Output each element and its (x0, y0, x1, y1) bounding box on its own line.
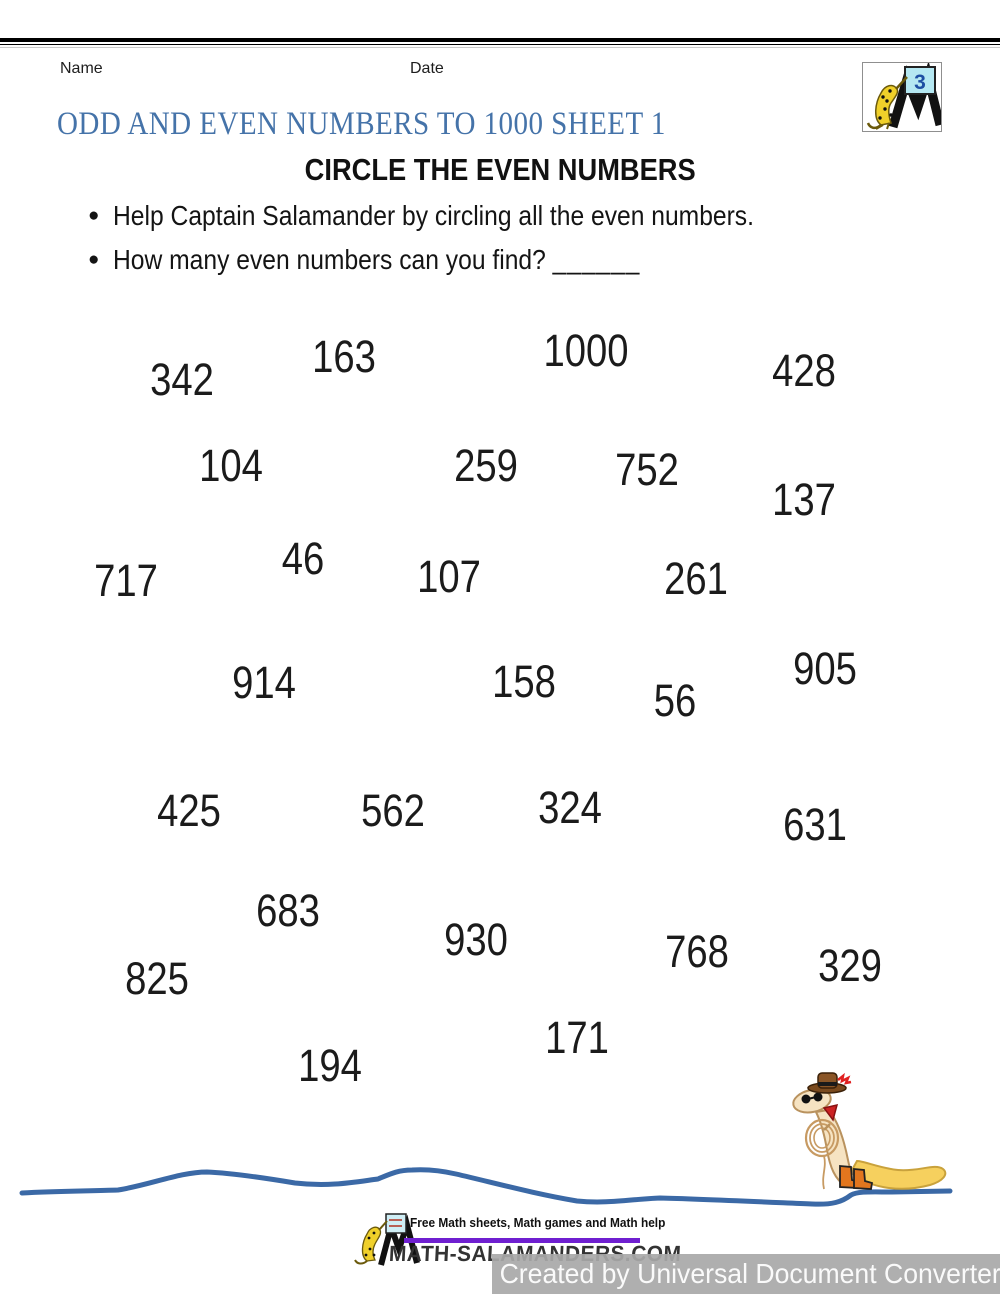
bullet-icon: ● (88, 249, 100, 270)
worksheet-number[interactable]: 768 (665, 926, 729, 977)
salamander-tail (354, 1259, 368, 1265)
worksheet-number[interactable]: 1000 (543, 325, 629, 376)
easel-m-shape (378, 1214, 420, 1266)
watermark-bar: Created by Universal Document Converter (492, 1254, 1000, 1294)
top-rule-thin (0, 44, 1000, 45)
page-subtitle: CIRCLE THE EVEN NUMBERS (304, 152, 696, 187)
answer-blank[interactable]: ______ (553, 244, 641, 275)
worksheet-number[interactable]: 259 (454, 440, 518, 491)
worksheet-number[interactable]: 428 (772, 345, 836, 396)
worksheet-number[interactable]: 562 (361, 785, 425, 836)
worksheet-number[interactable]: 261 (664, 553, 728, 604)
instruction-line-2: ● How many even numbers can you find? ___… (88, 244, 713, 276)
bullet-icon: ● (88, 205, 100, 226)
salamander-arm (895, 76, 908, 90)
name-label: Name (60, 60, 103, 77)
worksheet-number[interactable]: 56 (653, 675, 697, 726)
cowboy-hat (807, 1072, 852, 1094)
top-rule-thick (0, 38, 1000, 42)
worksheet-number[interactable]: 425 (157, 785, 221, 836)
salamander-logo-box: 3 (862, 60, 945, 132)
worksheet-number[interactable]: 194 (298, 1040, 362, 1091)
worksheet-number[interactable]: 46 (281, 533, 325, 584)
worksheet-number[interactable]: 324 (538, 782, 602, 833)
salamander-legs (875, 122, 890, 130)
worksheet-number[interactable]: 342 (150, 354, 214, 405)
sign-board-scribbles (389, 1219, 402, 1227)
worksheet-number[interactable]: 163 (312, 331, 376, 382)
worksheet-number[interactable]: 631 (783, 799, 847, 850)
worksheet-number[interactable]: 329 (818, 940, 882, 991)
hat-feather (837, 1072, 852, 1085)
ground-wave-line (19, 1167, 953, 1207)
bandana (822, 1103, 839, 1122)
footer-purple-bar (404, 1238, 640, 1243)
worksheet-number[interactable]: 137 (772, 474, 836, 525)
lasso-rope (804, 1118, 840, 1190)
top-rule-faint (0, 47, 1000, 48)
worksheet-number[interactable]: 717 (94, 555, 158, 606)
salamander-spots (364, 1231, 376, 1257)
cowboy-salamander-illustration (792, 1072, 947, 1190)
worksheet-number[interactable]: 914 (232, 657, 296, 708)
instruction-question-wrap: How many even numbers can you find? ____… (113, 244, 640, 276)
worksheet-number[interactable]: 158 (492, 656, 556, 707)
instruction-text: How many even numbers can you find? (113, 244, 547, 275)
worksheet-number[interactable]: 107 (417, 551, 481, 602)
worksheet-number[interactable]: 825 (125, 953, 189, 1004)
worksheet-number[interactable]: 905 (793, 643, 857, 694)
cowboy-boots (839, 1165, 874, 1190)
salamander-spots (878, 89, 893, 120)
date-label: Date (410, 60, 444, 77)
worksheet-number[interactable]: 683 (256, 885, 320, 936)
salamander-arm (378, 1220, 388, 1231)
watermark-text: Created by Universal Document Converter (499, 1258, 1000, 1289)
worksheet-number[interactable]: 930 (444, 914, 508, 965)
salamander-tail (850, 1159, 947, 1190)
footer-salamander-icon (354, 1213, 420, 1266)
worksheet-number[interactable]: 752 (615, 444, 679, 495)
sign-board (385, 1213, 407, 1234)
page-title: ODD AND EVEN NUMBERS TO 1000 SHEET 1 (57, 106, 666, 142)
worksheet-number[interactable]: 171 (545, 1012, 609, 1063)
logo-badge-number: 3 (914, 71, 926, 94)
salamander-easel-icon: 3 (866, 60, 945, 130)
instruction-text: Help Captain Salamander by circling all … (113, 200, 755, 231)
sunglasses-icon (801, 1092, 823, 1104)
worksheet-number[interactable]: 104 (199, 440, 263, 491)
instruction-line-1: ● Help Captain Salamander by circling all… (88, 200, 842, 232)
footer-tagline: Free Math sheets, Math games and Math he… (410, 1216, 666, 1230)
